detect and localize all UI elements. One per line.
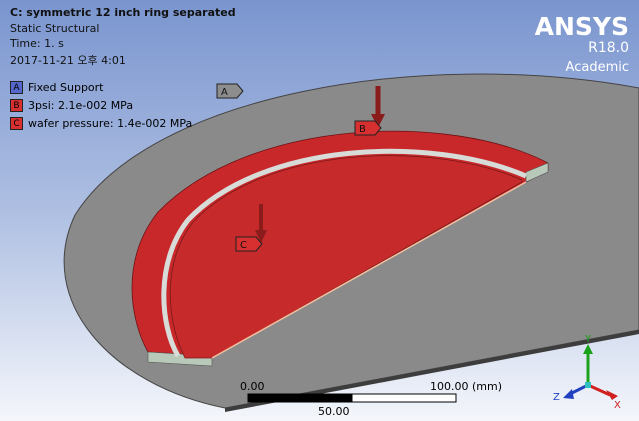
axis-y-head bbox=[583, 344, 593, 354]
tag-c-letter: C bbox=[240, 240, 247, 251]
legend-text: 3psi: 2.1e-002 MPa bbox=[28, 99, 133, 112]
tag-b-letter: B bbox=[359, 124, 366, 135]
title: C: symmetric 12 inch ring separated bbox=[10, 6, 236, 19]
axis-z-label: Z bbox=[553, 392, 560, 403]
legend-text: Fixed Support bbox=[28, 81, 104, 94]
brand-name: ANSYS bbox=[535, 12, 629, 41]
legend-box: A bbox=[10, 81, 23, 94]
time: Time: 1. s bbox=[10, 37, 64, 50]
scale-black bbox=[248, 394, 352, 402]
legend-box: C bbox=[10, 117, 23, 130]
legend-text: wafer pressure: 1.4e-002 MPa bbox=[28, 117, 192, 130]
axis-x-label: X bbox=[614, 400, 621, 411]
triad-origin bbox=[585, 382, 591, 388]
viewport: A B C 0.00 100.00 (mm) 50.00 Y X Z C: sy… bbox=[0, 0, 639, 421]
scale-middle: 50.00 bbox=[318, 405, 350, 418]
tag-a-letter: A bbox=[221, 87, 228, 98]
axis-z-head bbox=[563, 389, 574, 399]
brand-edition: Academic bbox=[566, 60, 629, 75]
scale-start: 0.00 bbox=[240, 380, 265, 393]
legend-item: B 3psi: 2.1e-002 MPa bbox=[10, 99, 133, 112]
analysis: Static Structural bbox=[10, 22, 99, 35]
axis-y-label: Y bbox=[584, 334, 592, 345]
scale-end: 100.00 (mm) bbox=[430, 380, 502, 393]
legend-item: A Fixed Support bbox=[10, 81, 104, 94]
legend-box: B bbox=[10, 99, 23, 112]
date: 2017-11-21 오후 4:01 bbox=[10, 52, 126, 68]
axis-x bbox=[588, 385, 610, 395]
scale-white bbox=[352, 394, 456, 402]
brand-version: R18.0 bbox=[588, 40, 629, 56]
